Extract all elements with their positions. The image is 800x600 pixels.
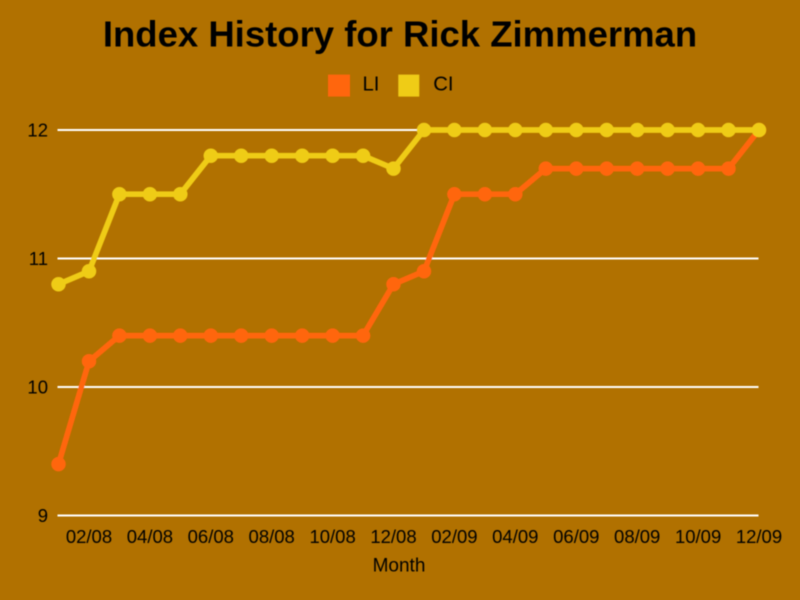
svg-text:LI: LI — [363, 73, 380, 95]
svg-text:CI: CI — [433, 73, 453, 95]
svg-text:06/09: 06/09 — [553, 526, 599, 547]
svg-text:9: 9 — [38, 505, 48, 526]
svg-text:10/09: 10/09 — [675, 526, 721, 547]
svg-text:08/08: 08/08 — [249, 526, 295, 547]
svg-text:Month: Month — [373, 556, 426, 577]
svg-text:11: 11 — [29, 248, 48, 269]
svg-text:Index History for Rick Zimmerm: Index History for Rick Zimmerman — [103, 14, 697, 55]
svg-text:02/08: 02/08 — [66, 526, 112, 547]
svg-text:04/09: 04/09 — [492, 526, 538, 547]
svg-text:08/09: 08/09 — [614, 526, 660, 547]
svg-text:04/08: 04/08 — [127, 526, 173, 547]
svg-text:12/09: 12/09 — [736, 526, 782, 547]
svg-text:10: 10 — [27, 377, 48, 398]
svg-text:02/09: 02/09 — [431, 526, 477, 547]
svg-text:06/08: 06/08 — [188, 526, 234, 547]
svg-text:12/08: 12/08 — [370, 526, 416, 547]
svg-text:10/08: 10/08 — [309, 526, 355, 547]
svg-text:12: 12 — [27, 120, 48, 141]
